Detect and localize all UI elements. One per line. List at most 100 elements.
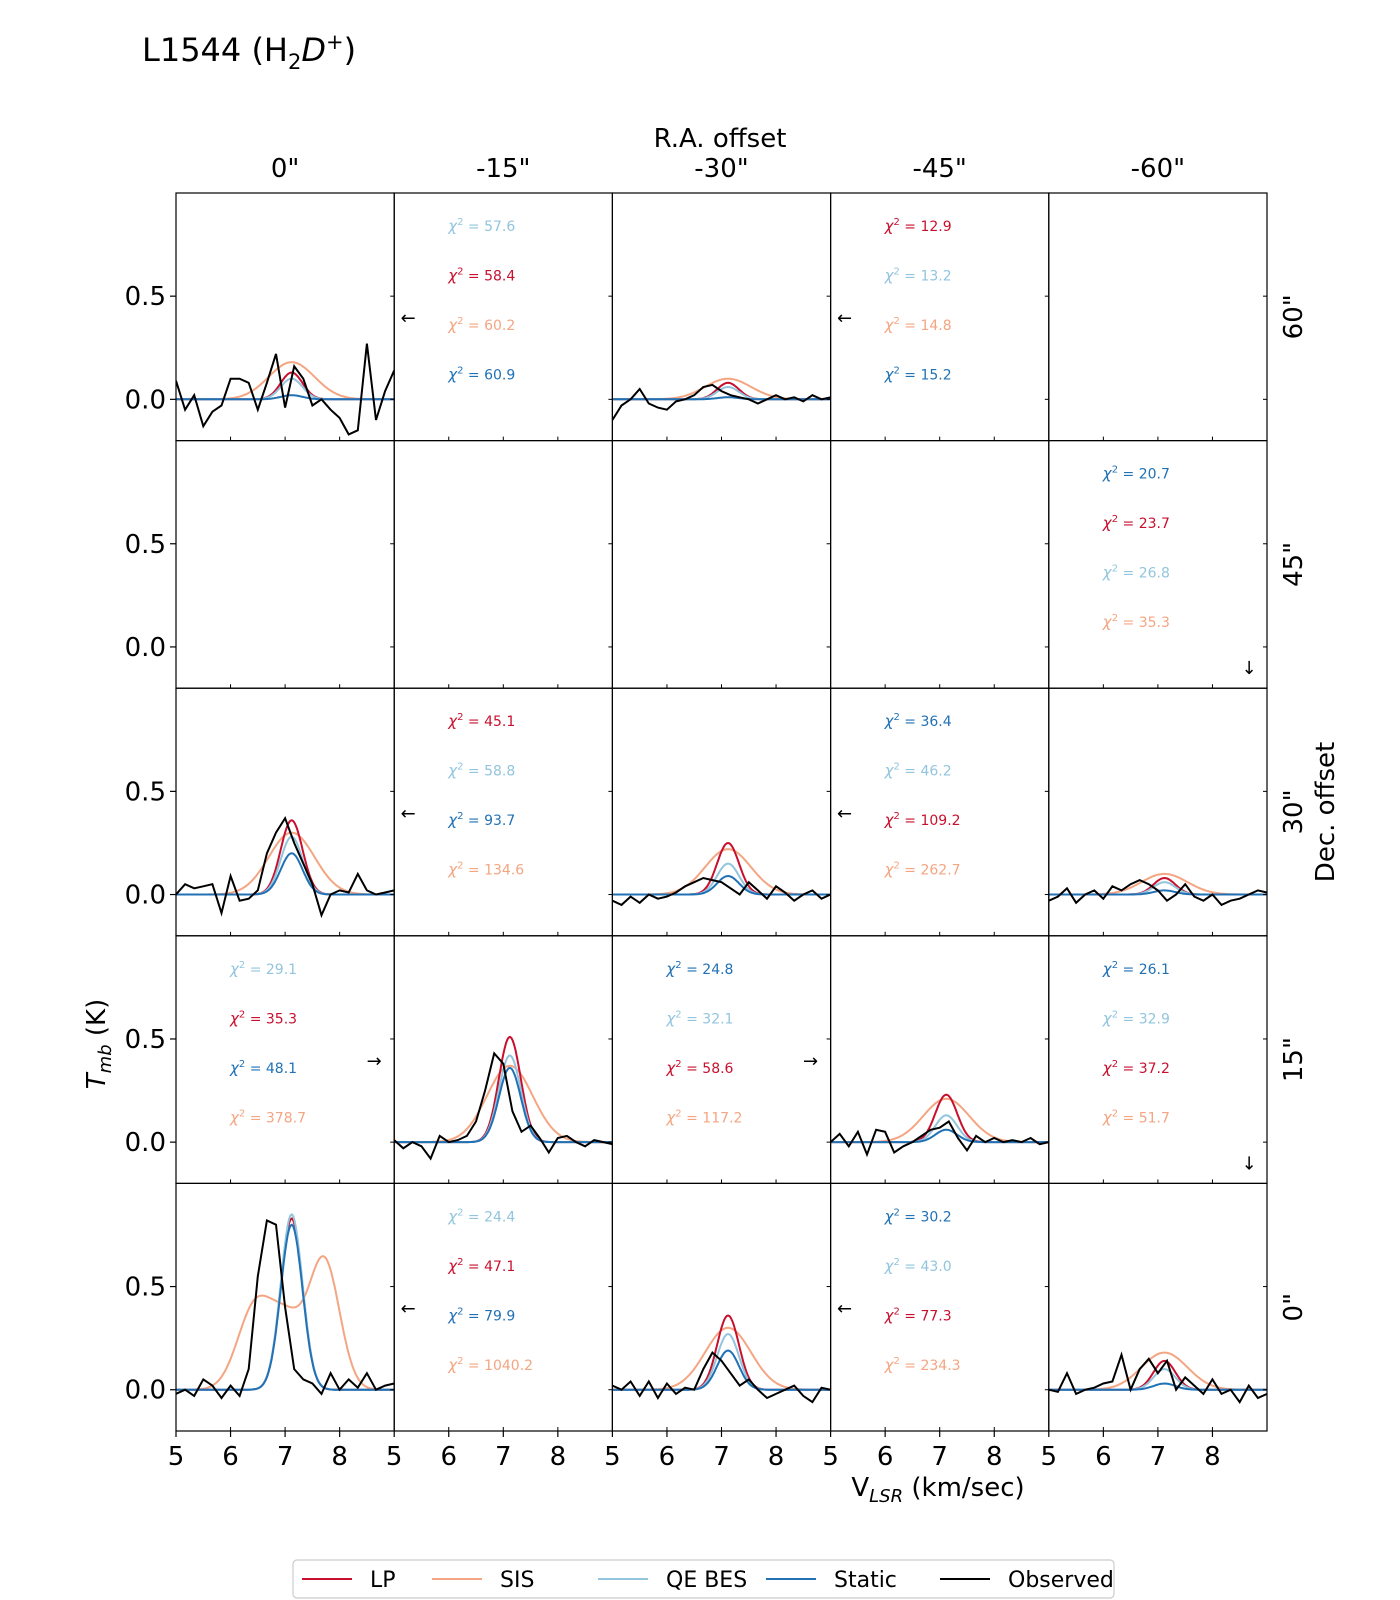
chi2-label: χ2 = 32.9: [1102, 1009, 1170, 1027]
dec-offset-label: 30": [1279, 789, 1309, 834]
panel-r4-c3: χ2 = 30.2 χ2 = 43.0 χ2 = 77.3 χ2 = 234.3 ←: [829, 1182, 1050, 1432]
chi2-label: χ2 = 24.8: [665, 960, 733, 978]
observed-line: [176, 343, 395, 436]
model-static-line: [176, 1223, 395, 1391]
panel-r4-c2: [611, 1182, 832, 1432]
panel-r3-c1: [393, 935, 614, 1184]
chi2-label: χ2 = 26.1: [1102, 960, 1170, 978]
x-tick-label: 8: [768, 1442, 785, 1472]
observed-line: [612, 383, 831, 421]
y-tick-label: 0.5: [125, 530, 166, 560]
x-tick-label: 5: [1041, 1442, 1058, 1472]
chi2-label: χ2 = 35.3: [1102, 613, 1170, 631]
y-tick-label: 0.5: [125, 1025, 166, 1055]
ra-offset-label: -15": [476, 154, 530, 184]
legend-label: LP: [370, 1568, 396, 1593]
ra-offset-label: -60": [1131, 154, 1185, 184]
direction-arrow-icon: ←: [837, 308, 852, 329]
x-tick-label: 6: [877, 1442, 894, 1472]
observed-line: [394, 1051, 613, 1161]
model-static-line: [176, 394, 395, 401]
panel-r1-c3: [829, 440, 1050, 689]
model-sis-line: [176, 1255, 395, 1391]
x-tick-label: 5: [822, 1442, 839, 1472]
chi2-label: χ2 = 378.7: [229, 1108, 306, 1126]
panel-plot-area: [176, 343, 395, 436]
panel-r4-c0: [175, 1182, 395, 1432]
panel-r1-c2: [611, 440, 832, 689]
direction-arrow-icon: ←: [837, 1299, 852, 1320]
legend: LP SIS QE BES Static Observed: [292, 1559, 1115, 1599]
model-static-line: [1048, 1382, 1267, 1391]
chi2-label: χ2 = 46.2: [884, 762, 952, 780]
ra-offset-label: 0": [271, 154, 300, 184]
y-axis-label: Tmb (K): [82, 999, 116, 1089]
axis-ticks: 0.0 0.5 0.0 0.5 0.0 0.5 0.0 0.5 0.0 0.5 5 6 7 8 5 6 7 8 5 6…: [125, 282, 1221, 1472]
panel-r0-c3: χ2 = 12.9 χ2 = 13.2 χ2 = 14.8 χ2 = 15.2 ←: [829, 192, 1050, 442]
x-tick-label: 8: [1204, 1442, 1221, 1472]
chi2-label: χ2 = 29.1: [229, 960, 297, 978]
chi2-label: χ2 = 23.7: [1102, 514, 1170, 532]
model-lp-line: [612, 1314, 831, 1391]
panel-grid: χ2 = 57.6χ2 = 58.4χ2 = 60.2χ2 = 60.9←χ2 …: [175, 192, 1268, 1432]
dec-offset-label: 60": [1279, 294, 1309, 339]
direction-arrow-icon: →: [367, 1051, 382, 1072]
x-tick-label: 7: [277, 1442, 294, 1472]
observed-line: [1048, 879, 1268, 907]
chi2-label: χ2 = 47.1: [447, 1257, 515, 1275]
panel-r2-c0: [175, 687, 395, 937]
model-static-line: [612, 1349, 831, 1391]
chi2-label: χ2 = 12.9: [884, 217, 952, 235]
panel-plot-area: [1048, 1351, 1268, 1404]
direction-arrow-icon: ↓: [1241, 658, 1256, 679]
x-tick-label: 6: [1095, 1442, 1112, 1472]
x-tick-label: 5: [168, 1442, 185, 1472]
panel-frame: [1048, 192, 1268, 442]
direction-arrow-icon: ←: [401, 308, 416, 329]
chi2-label: χ2 = 79.9: [447, 1306, 515, 1324]
model-sis-line: [612, 848, 831, 896]
x-tick-label: 6: [222, 1442, 239, 1472]
figure-title: L1544 (H2D+): [142, 30, 356, 74]
chi2-label: χ2 = 109.2: [884, 811, 961, 829]
y-tick-label: 0.0: [125, 633, 166, 663]
observed-line: [1048, 1351, 1268, 1404]
model-static-line: [830, 1128, 1049, 1144]
legend-label: SIS: [500, 1568, 534, 1593]
panel-r4-c1: χ2 = 24.4 χ2 = 47.1 χ2 = 79.9 χ2 = 1040.2 ←: [393, 1182, 614, 1432]
panel-plot-area: [612, 377, 831, 421]
panel-plot-area: [176, 815, 395, 919]
x-tick-label: 6: [659, 1442, 676, 1472]
x-tick-label: 8: [986, 1442, 1003, 1472]
ra-offset-header: R.A. offset: [654, 124, 787, 154]
chi2-label: χ2 = 43.0: [884, 1257, 952, 1275]
x-tick-label: 7: [495, 1442, 512, 1472]
panel-r0-c0: [175, 192, 395, 442]
chi2-label: χ2 = 58.8: [447, 762, 515, 780]
panel-r2-c3: χ2 = 36.4 χ2 = 46.2 χ2 = 109.2 χ2 = 262.7 ←: [829, 687, 1050, 937]
chi2-label: χ2 = 60.9: [447, 366, 515, 384]
panel-r3-c4: χ2 = 26.1 χ2 = 32.9 χ2 = 37.2 χ2 = 51.7 ↓: [1048, 935, 1268, 1184]
panel-frame: [611, 1182, 832, 1432]
dec-offset-header: Dec. offset: [1311, 742, 1341, 882]
y-tick-label: 0.5: [125, 282, 166, 312]
direction-arrow-icon: ←: [837, 803, 852, 824]
x-tick-label: 7: [931, 1442, 948, 1472]
panel-plot-area: [176, 1213, 395, 1400]
panel-plot-area: [612, 841, 831, 907]
x-tick-label: 7: [1150, 1442, 1167, 1472]
chi2-label: χ2 = 93.7: [447, 811, 515, 829]
panel-frame: [611, 192, 832, 442]
chi2-label: χ2 = 32.1: [665, 1009, 733, 1027]
chi2-label: χ2 = 51.7: [1102, 1108, 1170, 1126]
direction-arrow-icon: ←: [401, 1299, 416, 1320]
ra-offset-label: -45": [912, 154, 966, 184]
dec-offset-label: 0": [1279, 1293, 1309, 1322]
x-tick-label: 7: [713, 1442, 730, 1472]
y-tick-label: 0.5: [125, 777, 166, 807]
chi2-label: χ2 = 14.8: [884, 316, 952, 334]
model-qe-bes-line: [1048, 881, 1267, 896]
row-labels: 60" 45" 30" 15" 0": [1279, 294, 1309, 1321]
y-tick-label: 0.0: [125, 881, 166, 911]
